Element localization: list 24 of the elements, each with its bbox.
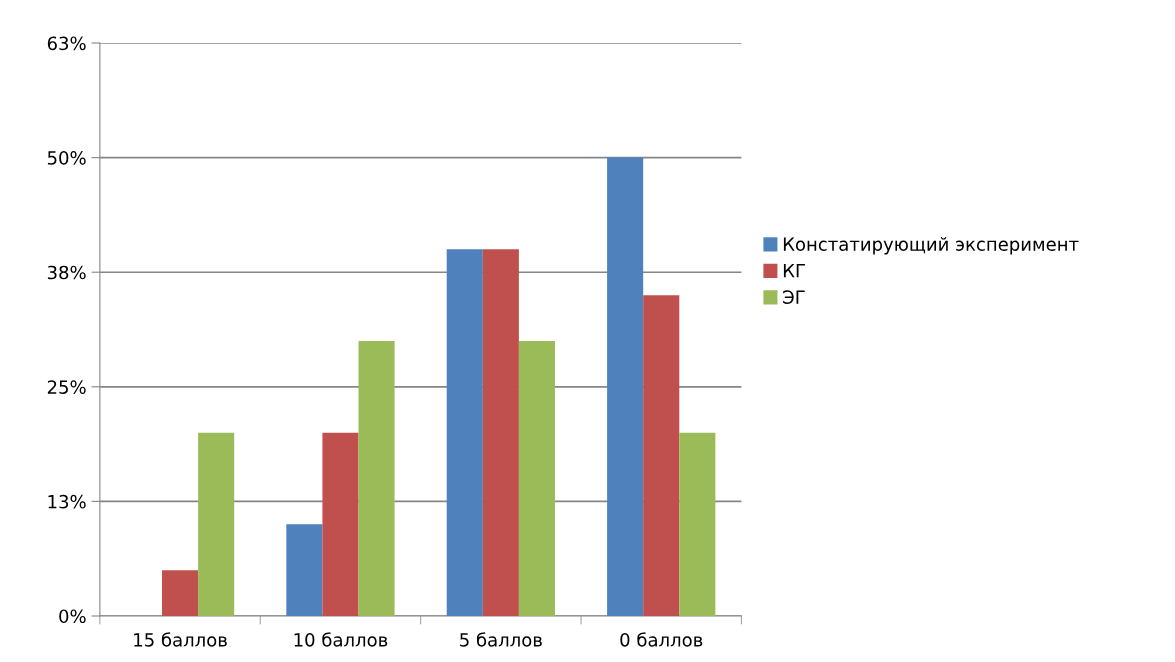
legend-label: ЭГ (783, 290, 805, 304)
y-tick-label: 25% (47, 380, 86, 394)
legend-label: Констатирующий эксперимент (783, 237, 1079, 255)
x-tick-label: 0 баллов (620, 632, 703, 647)
legend-label: КГ (783, 264, 805, 278)
bar (322, 432, 359, 616)
y-tick-label: 38% (47, 265, 86, 280)
x-tick-label: 15 баллов (134, 632, 227, 647)
bar (643, 295, 680, 616)
bar (518, 340, 555, 616)
bar (607, 157, 644, 616)
bar (446, 249, 483, 616)
y-tick-label: 63% (47, 36, 86, 51)
bar (162, 570, 199, 616)
bar (198, 432, 235, 616)
bar (482, 249, 519, 616)
bar (679, 432, 716, 616)
y-tick-label: 13% (48, 494, 86, 509)
y-tick-label: 50% (47, 151, 86, 165)
bar (358, 340, 395, 616)
x-tick-label: 10 баллов (294, 632, 388, 647)
bar (286, 524, 323, 616)
y-tick-label: 0% (59, 609, 86, 624)
x-tick-label: 5 баллов (460, 632, 542, 647)
